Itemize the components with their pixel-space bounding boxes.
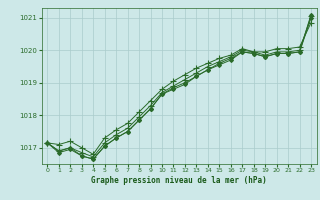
X-axis label: Graphe pression niveau de la mer (hPa): Graphe pression niveau de la mer (hPa): [91, 176, 267, 185]
